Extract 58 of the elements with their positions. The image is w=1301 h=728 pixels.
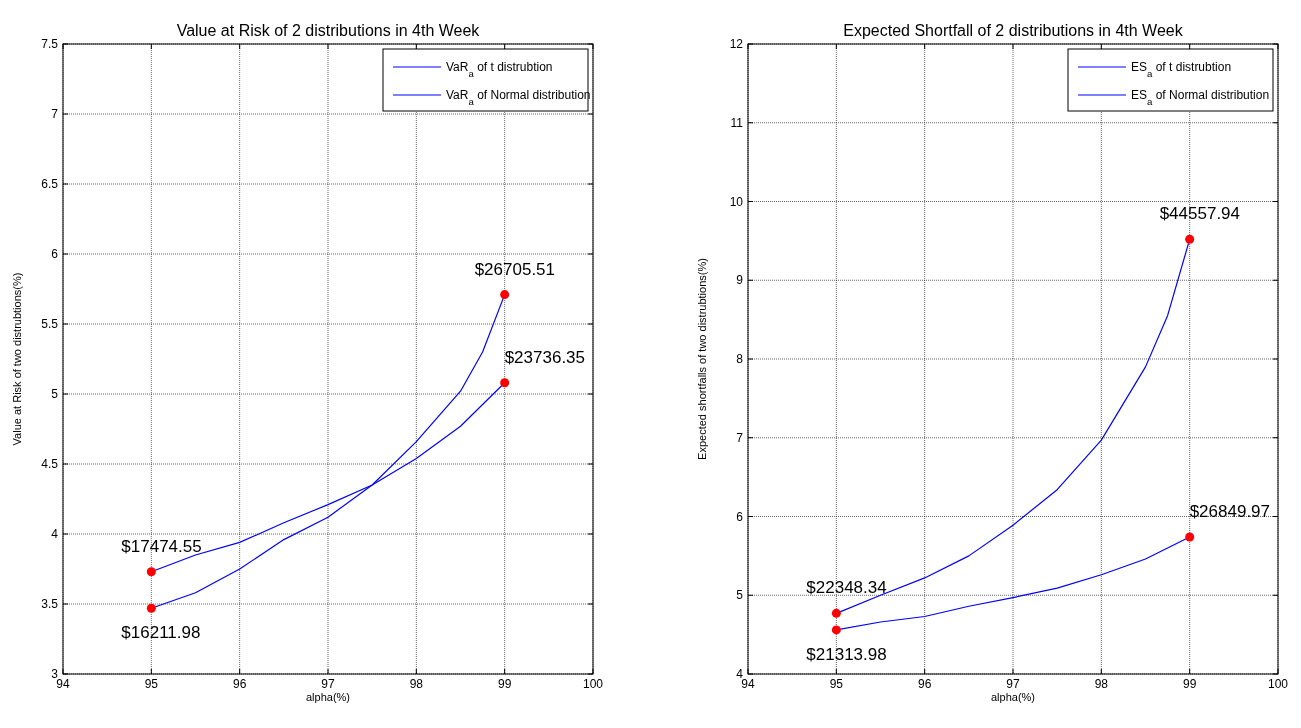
- y-tick-label: 7.5: [41, 37, 59, 51]
- y-tick-label: 11: [730, 115, 744, 130]
- y-tick-label: 6.5: [41, 177, 59, 191]
- x-tick-label: 98: [1094, 677, 1109, 691]
- annotation: $26849.97: [1189, 501, 1271, 521]
- y-tick-label: 10: [729, 194, 744, 209]
- y-tick-label: 6: [736, 509, 744, 524]
- legend-label: VaR$_{a}$ of Normal distribution: [446, 88, 591, 107]
- y-tick-label: 5: [736, 588, 744, 603]
- x-axis-title: alpha(%): [990, 691, 1036, 703]
- point: [1185, 234, 1195, 244]
- point: [1185, 532, 1195, 542]
- annotation: $23736.35: [504, 347, 586, 367]
- x-tick-label: 97: [1006, 677, 1020, 691]
- annotation: $21313.98: [806, 644, 887, 664]
- y-tick-label: 8: [736, 352, 744, 366]
- x-tick-label: 100: [1267, 677, 1289, 691]
- annotation: $44557.94: [1159, 204, 1241, 224]
- x-tick-label: 96: [232, 677, 247, 691]
- y-tick-label: 7: [51, 107, 59, 121]
- x-tick-label: 95: [829, 677, 844, 691]
- y-tick-label: 5: [51, 387, 59, 401]
- x-tick-label: 94: [56, 677, 70, 691]
- y-tick-label: 6: [51, 247, 59, 261]
- x-tick-label: 94: [741, 677, 755, 691]
- annotation: $22348.34: [806, 578, 887, 598]
- y-tick-label: 7: [736, 430, 744, 445]
- chart-title: Expected Shortfall of 2 distributions in 4th Week: [843, 22, 1184, 39]
- annotation: $26705.51: [474, 259, 556, 279]
- x-axis-title: alpha(%): [305, 691, 351, 703]
- annotation: $16211.98: [121, 623, 201, 643]
- y-tick-label: 3.5: [41, 597, 59, 611]
- y-tick-label: 4: [51, 527, 59, 541]
- legend-label: ES$_{a}$ of t distrubtion: [1131, 60, 1232, 79]
- point: [831, 608, 841, 618]
- x-tick-label: 95: [144, 677, 159, 691]
- legend-label: VaR$_{a}$ of t distrubtion: [446, 60, 553, 79]
- annotation: $17474.55: [121, 536, 202, 556]
- x-tick-label: 97: [321, 677, 335, 691]
- chart-title: Value at Risk of 2 distributions in 4th Week: [176, 22, 481, 39]
- x-tick-label: 100: [582, 677, 604, 691]
- y-tick-label: 3: [51, 667, 59, 681]
- x-tick-label: 98: [409, 677, 424, 691]
- y-tick-label: 4.5: [41, 457, 59, 471]
- point: [831, 625, 841, 635]
- y-axis-title: Value at Risk of two distrubtions(%): [11, 272, 23, 446]
- point: [146, 603, 156, 613]
- x-tick-label: 99: [1182, 677, 1197, 691]
- point: [500, 290, 510, 300]
- y-tick-label: 9: [736, 273, 744, 288]
- y-axis-title: Expected shortfalls of two distrubtions(%): [696, 258, 708, 460]
- x-tick-label: 96: [917, 677, 932, 691]
- point: [146, 567, 156, 577]
- legend-label: ES$_{a}$ of Normal distribution: [1131, 88, 1270, 107]
- point: [500, 378, 510, 388]
- y-tick-label: 12: [729, 37, 744, 51]
- y-tick-label: 5.5: [41, 317, 59, 331]
- x-tick-label: 99: [497, 677, 512, 691]
